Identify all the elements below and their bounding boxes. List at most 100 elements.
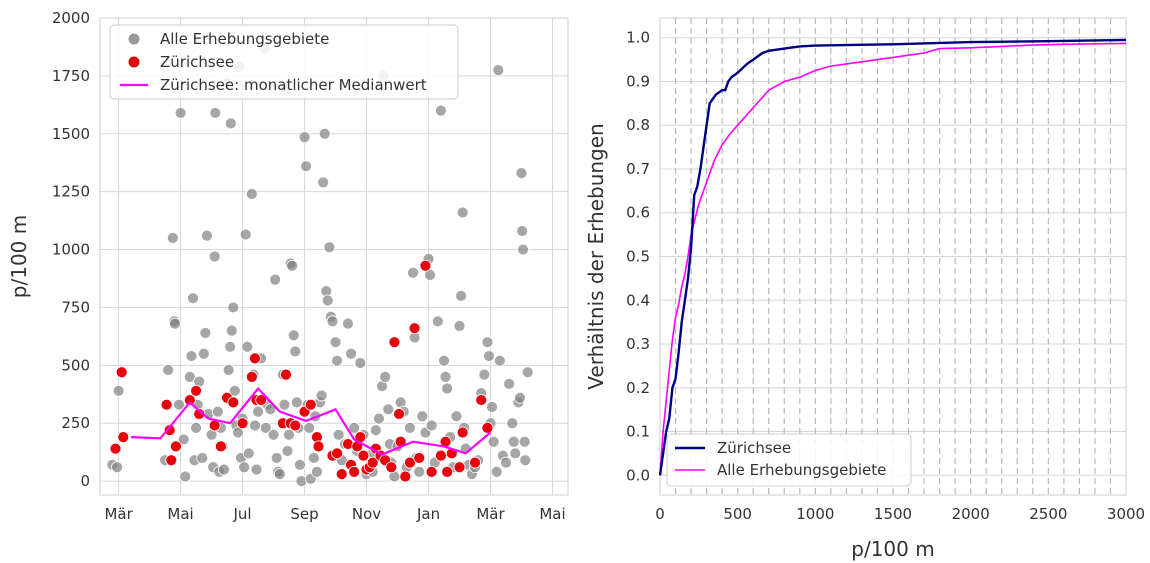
y-tick-label: 1250 (52, 183, 90, 201)
data-point-alle (209, 107, 222, 119)
data-point-alle (354, 357, 367, 369)
data-point-alle (478, 368, 491, 381)
x-tick-label: Jul (233, 505, 252, 523)
y-tick-label: 0.7 (626, 160, 650, 178)
data-point-alle (487, 435, 500, 448)
data-point-alle (413, 465, 426, 478)
series-line (658, 38, 1127, 476)
data-point-alle (438, 354, 450, 367)
data-point-alle (373, 412, 385, 425)
data-point-zuerichsee (441, 465, 454, 478)
data-point-alle (222, 364, 235, 376)
data-point-alle (238, 461, 251, 474)
data-point-zuerichsee (388, 336, 401, 349)
data-point-alle (435, 104, 447, 117)
data-point-alle (503, 377, 516, 390)
data-point-alle (227, 301, 240, 314)
y-tick-label: 0.9 (626, 72, 650, 90)
data-point-alle (278, 398, 291, 411)
y-tick-label: 0.1 (626, 423, 650, 441)
data-point-zuerichsee (413, 452, 426, 464)
data-point-zuerichsee (475, 394, 488, 406)
data-point-alle (379, 371, 392, 383)
data-point-alle (486, 401, 498, 413)
y-tick-label: 0.6 (626, 204, 650, 222)
y-tick-label: 1000 (52, 241, 90, 259)
data-point-alle (286, 259, 299, 272)
data-point-zuerichsee (312, 440, 325, 453)
data-point-zuerichsee (419, 259, 432, 272)
data-point-zuerichsee (404, 456, 416, 469)
x-tick-label: 2500 (1029, 505, 1067, 523)
data-point-zuerichsee (236, 417, 249, 430)
data-point-zuerichsee (115, 366, 128, 379)
data-point-alle (441, 382, 454, 395)
data-point-alle (267, 428, 280, 441)
legend-label: Alle Erhebungsgebiete (160, 30, 329, 48)
data-point-alle (519, 454, 532, 467)
x-tick-label: Mai (539, 505, 565, 523)
y-tick-label: 0.8 (626, 116, 650, 134)
data-point-zuerichsee (481, 421, 494, 434)
y-tick-label: 0.4 (626, 291, 650, 309)
median-line (130, 386, 492, 456)
legend: Zürichsee Alle Erhebungsgebiete (666, 433, 912, 487)
data-point-alle (332, 428, 345, 441)
data-point-alle (507, 435, 520, 448)
data-point-alle (517, 243, 529, 256)
data-point-alle (264, 403, 277, 416)
data-point-alle (185, 350, 198, 362)
data-point-alle (318, 127, 331, 140)
data-point-zuerichsee (183, 394, 196, 406)
data-point-zuerichsee (385, 461, 398, 474)
legend-box (109, 24, 459, 100)
data-point-alle (300, 160, 313, 173)
data-point-alle (211, 405, 224, 418)
data-point-alle (407, 266, 419, 279)
data-point-zuerichsee (456, 426, 469, 439)
data-point-alle (208, 250, 221, 263)
data-point-alle (169, 317, 181, 330)
data-point-alle (179, 470, 192, 483)
data-point-alle (199, 327, 212, 339)
y-tick-label: 1500 (52, 125, 90, 143)
data-point-alle (287, 329, 300, 342)
data-point-alle (225, 324, 238, 337)
data-point-alle (369, 424, 382, 437)
x-tick-label: 0 (655, 505, 665, 523)
data-point-alle (453, 320, 466, 332)
data-point-alle (439, 371, 452, 383)
legend-label: Zürichsee: monatlicher Medianwert (160, 76, 427, 94)
data-point-zuerichsee (469, 456, 481, 469)
data-point-alle (342, 317, 354, 330)
data-point-zuerichsee (190, 384, 202, 397)
y-tick-label: 0.3 (626, 335, 650, 353)
data-point-zuerichsee (399, 470, 412, 483)
plot-frame (99, 17, 569, 496)
data-point-zuerichsee (214, 440, 227, 453)
legend-box (666, 433, 912, 487)
data-point-alle (483, 350, 495, 362)
x-axis-title: p/100 m (851, 537, 934, 561)
data-point-zuerichsee (165, 454, 178, 467)
data-point-zuerichsee (408, 322, 421, 335)
data-point-alle (183, 371, 196, 383)
data-point-zuerichsee (453, 461, 466, 474)
data-point-alle (331, 354, 343, 367)
data-point-alle (173, 398, 185, 411)
legend-swatch-marker (128, 33, 140, 45)
data-point-zuerichsee (163, 424, 176, 437)
data-point-zuerichsee (366, 456, 379, 469)
data-point-alle (326, 315, 339, 328)
y-tick-label: 0.5 (626, 248, 650, 266)
data-point-zuerichsee (109, 442, 122, 455)
data-point-alle (455, 289, 467, 302)
data-point-alle (111, 461, 123, 474)
data-point-zuerichsee (249, 352, 261, 365)
data-point-alle (345, 347, 357, 360)
y-tick-label: 750 (61, 298, 90, 316)
data-point-alle (290, 396, 303, 409)
data-point-alle (431, 315, 444, 328)
data-point-alle (307, 452, 320, 464)
data-point-alle (281, 445, 294, 457)
